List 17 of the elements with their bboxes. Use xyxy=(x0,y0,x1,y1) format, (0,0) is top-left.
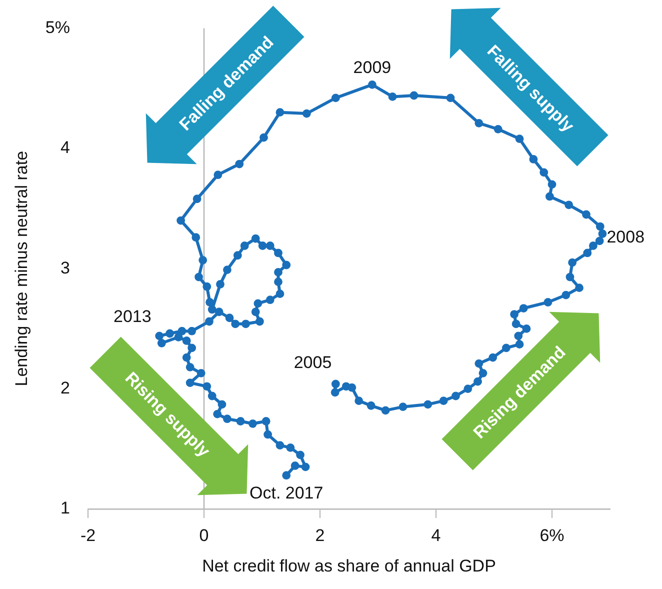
x-axis-title: Net credit flow as share of annual GDP xyxy=(202,556,496,576)
y-tick-label: 1 xyxy=(60,498,70,518)
y-tick-label: 4 xyxy=(60,138,70,158)
annotation: 2005 xyxy=(294,353,332,372)
y-tick-label: 2 xyxy=(60,378,70,398)
annotation: 2008 xyxy=(606,227,645,246)
x-tick-label: 2 xyxy=(315,526,325,545)
annotation: 2009 xyxy=(353,58,392,77)
x-tick-label: -2 xyxy=(80,526,96,545)
y-tick-label: 5% xyxy=(45,18,70,37)
y-axis-title: Lending rate minus neutral rate xyxy=(12,150,31,386)
annotation: Oct. 2017 xyxy=(250,484,324,503)
x-tick-label: 4 xyxy=(431,526,441,545)
x-tick-label: 6% xyxy=(540,526,564,545)
x-tick-label: 0 xyxy=(199,526,209,545)
annotation: 2013 xyxy=(114,307,152,326)
y-tick-label: 3 xyxy=(60,258,70,278)
